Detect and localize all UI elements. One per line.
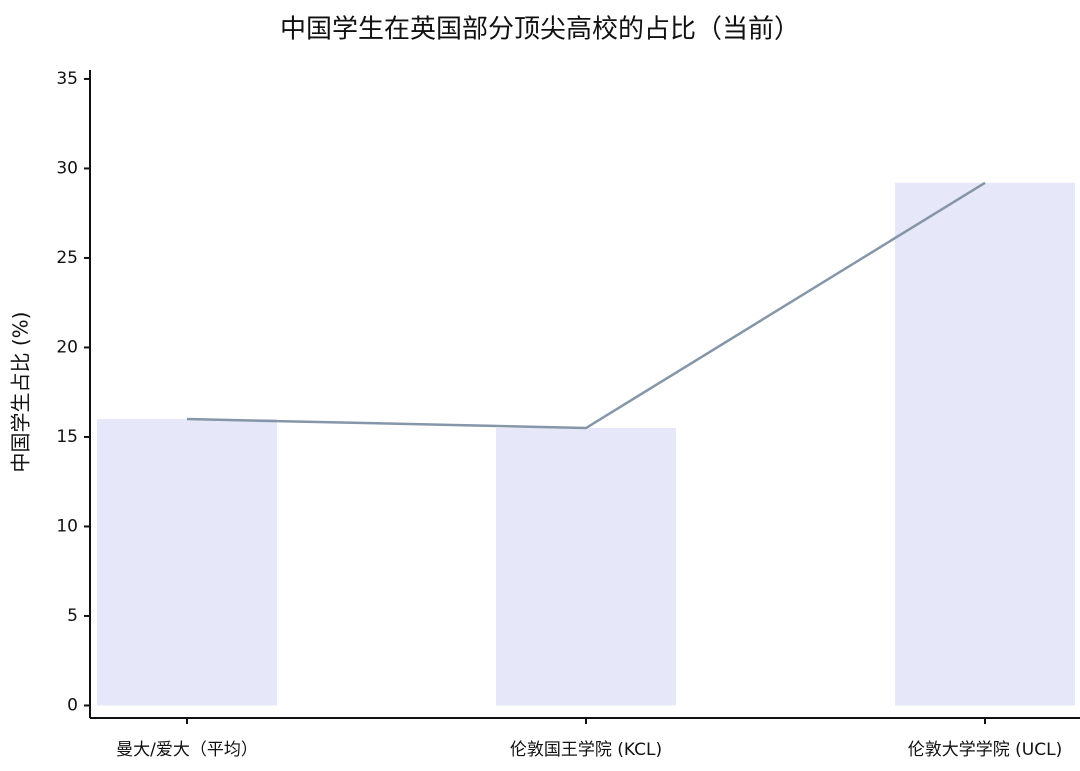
y-tick-label: 15 bbox=[56, 427, 78, 447]
bar bbox=[496, 428, 676, 706]
y-tick-label: 35 bbox=[56, 69, 78, 89]
y-tick-label: 25 bbox=[56, 248, 78, 268]
bar bbox=[97, 419, 277, 706]
x-tick-label: 曼大/爱大（平均） bbox=[116, 740, 258, 760]
y-axis-label: 中国学生占比 (%) bbox=[9, 312, 33, 473]
x-tick-label: 伦敦国王学院 (KCL) bbox=[510, 740, 662, 760]
y-tick-label: 0 bbox=[67, 695, 78, 715]
chart-title: 中国学生在英国部分顶尖高校的占比（当前） bbox=[280, 15, 800, 45]
line bbox=[186, 181, 986, 430]
y-tick-label: 5 bbox=[67, 606, 78, 626]
y-tick-label: 20 bbox=[56, 337, 78, 357]
y-tick-label: 10 bbox=[56, 516, 78, 536]
y-tick-label: 30 bbox=[56, 158, 78, 178]
bar bbox=[895, 182, 1075, 706]
x-tick-label: 伦敦大学学院 (UCL) bbox=[908, 740, 1062, 760]
